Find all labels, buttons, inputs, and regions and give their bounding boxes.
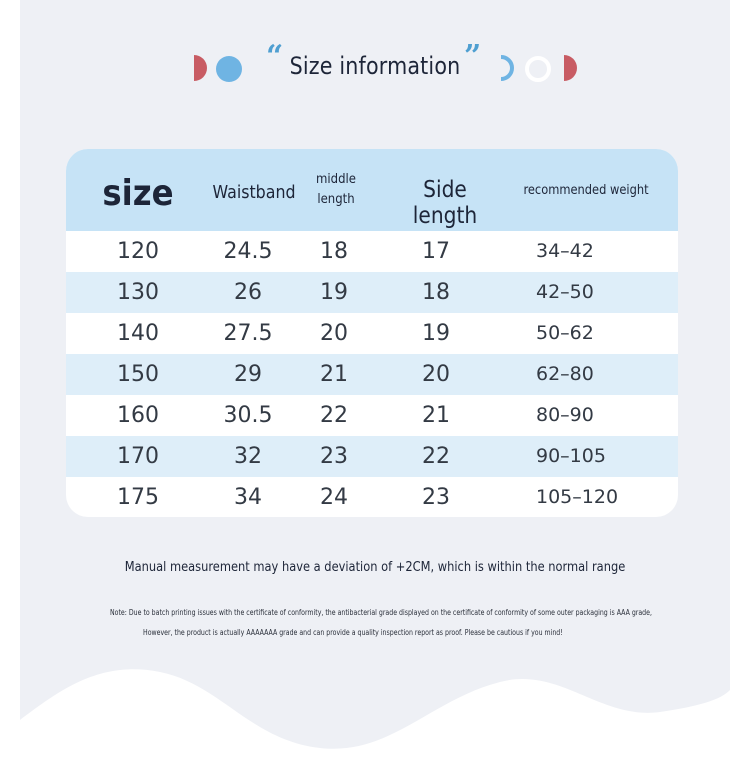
cell-recommended-weight: 105–120 [536, 486, 619, 508]
page-title: Size information [289, 52, 461, 80]
table-row: 150 29 21 20 62–80 [66, 354, 678, 395]
cell-waistband: 27.5 [223, 321, 273, 346]
close-quote-mark: ” [464, 39, 482, 74]
cell-recommended-weight: 42–50 [536, 281, 594, 303]
cell-side-length: 20 [422, 362, 450, 387]
table-row: 170 32 23 22 90–105 [66, 436, 678, 477]
cell-waistband: 32 [234, 444, 262, 469]
table-row: 160 30.5 22 21 80–90 [66, 395, 678, 436]
cell-recommended-weight: 50–62 [536, 322, 594, 344]
half-circle-red-left-icon [194, 55, 207, 81]
cell-recommended-weight: 80–90 [536, 404, 594, 426]
certificate-note-line2: However, the product is actually AAAAAAA… [143, 628, 563, 637]
cell-waistband: 24.5 [223, 239, 273, 264]
size-table: size Waistband middle length Side length… [66, 149, 678, 517]
cell-middle-length: 22 [320, 403, 348, 428]
cell-side-length: 23 [422, 485, 450, 510]
table-row: 175 34 24 23 105–120 [66, 477, 678, 517]
table-row: 140 27.5 20 19 50–62 [66, 313, 678, 354]
header-waistband: Waistband [212, 182, 296, 203]
cell-recommended-weight: 34–42 [536, 240, 594, 262]
cell-side-length: 17 [422, 239, 450, 264]
measurement-note: Manual measurement may have a deviation … [124, 560, 626, 575]
title-row: “ Size information ” [0, 40, 750, 100]
cell-side-length: 18 [422, 280, 450, 305]
header-middle-length-line1: middle [316, 172, 356, 187]
circle-blue-icon [216, 56, 242, 82]
certificate-note-line1: Note: Due to batch printing issues with … [110, 608, 652, 617]
cell-middle-length: 19 [320, 280, 348, 305]
cell-size: 170 [117, 444, 159, 469]
cell-waistband: 30.5 [223, 403, 273, 428]
header-side-length: Side length [412, 177, 478, 229]
cell-middle-length: 20 [320, 321, 348, 346]
half-circle-red-right-icon [564, 55, 577, 81]
cell-middle-length: 18 [320, 239, 348, 264]
cell-size: 160 [117, 403, 159, 428]
table-row: 130 26 19 18 42–50 [66, 272, 678, 313]
cell-size: 175 [117, 485, 159, 510]
table-header: size Waistband middle length Side length… [66, 149, 678, 231]
open-quote-mark: “ [266, 39, 284, 74]
cell-recommended-weight: 62–80 [536, 363, 594, 385]
cell-side-length: 19 [422, 321, 450, 346]
cell-middle-length: 23 [320, 444, 348, 469]
circle-outline-icon [525, 56, 551, 82]
table-row: 120 24.5 18 17 34–42 [66, 231, 678, 272]
half-ring-blue-icon [500, 55, 514, 81]
cell-waistband: 26 [234, 280, 262, 305]
cell-side-length: 22 [422, 444, 450, 469]
header-recommended-weight: recommended weight [523, 183, 649, 198]
header-size: size [102, 173, 174, 214]
cell-size: 120 [117, 239, 159, 264]
cell-size: 140 [117, 321, 159, 346]
cell-side-length: 21 [422, 403, 450, 428]
header-middle-length-line2: length [317, 192, 355, 207]
cell-size: 150 [117, 362, 159, 387]
cell-waistband: 34 [234, 485, 262, 510]
cell-middle-length: 21 [320, 362, 348, 387]
cell-recommended-weight: 90–105 [536, 445, 606, 467]
cell-waistband: 29 [234, 362, 262, 387]
cell-size: 130 [117, 280, 159, 305]
cell-middle-length: 24 [320, 485, 348, 510]
